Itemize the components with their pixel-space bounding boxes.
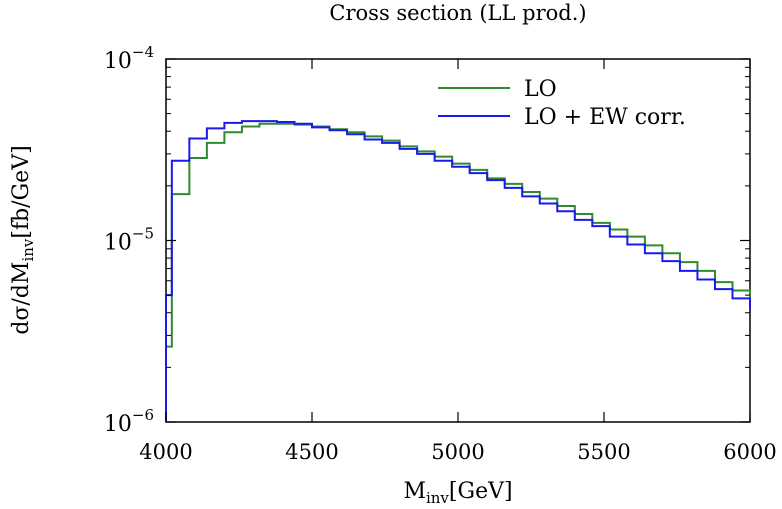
series-line-1: [165, 120, 751, 422]
x-axis-label-main: M: [403, 479, 426, 504]
x-tick-label-4: 6000: [723, 440, 776, 464]
x-axis-label-subscript: inv: [426, 489, 449, 507]
x-tick-label-0: 4000: [139, 440, 192, 464]
y-axis-label-main: dσ/dM: [9, 262, 34, 335]
y-axis-label-unit: [fb/GeV]: [9, 145, 34, 238]
x-tick-label-2: 5000: [431, 440, 484, 464]
legend: LO LO + EW corr.: [438, 77, 686, 130]
x-tick-label-1: 4500: [285, 440, 338, 464]
x-axis-label: Minv[GeV]: [403, 479, 512, 507]
series-layer: [165, 120, 751, 422]
legend-label-lo-ew: LO + EW corr.: [524, 105, 686, 130]
axis-ticks: 4000 4500 5000 5500 6000 10−6 10−5 10−4: [104, 43, 777, 464]
legend-label-lo: LO: [524, 77, 557, 102]
x-tick-label-3: 5500: [577, 440, 630, 464]
y-axis-label: dσ/dMinv[fb/GeV]: [9, 145, 37, 334]
y-axis-label-subscript: inv: [19, 238, 37, 261]
y-tick-label-2: 10−4: [104, 43, 154, 74]
x-axis-label-unit: [GeV]: [449, 479, 513, 504]
series-line-0: [165, 122, 751, 422]
y-tick-label-0: 10−6: [104, 406, 154, 437]
y-tick-label-1: 10−5: [104, 225, 154, 256]
chart-title: Cross section (LL prod.): [329, 1, 586, 25]
